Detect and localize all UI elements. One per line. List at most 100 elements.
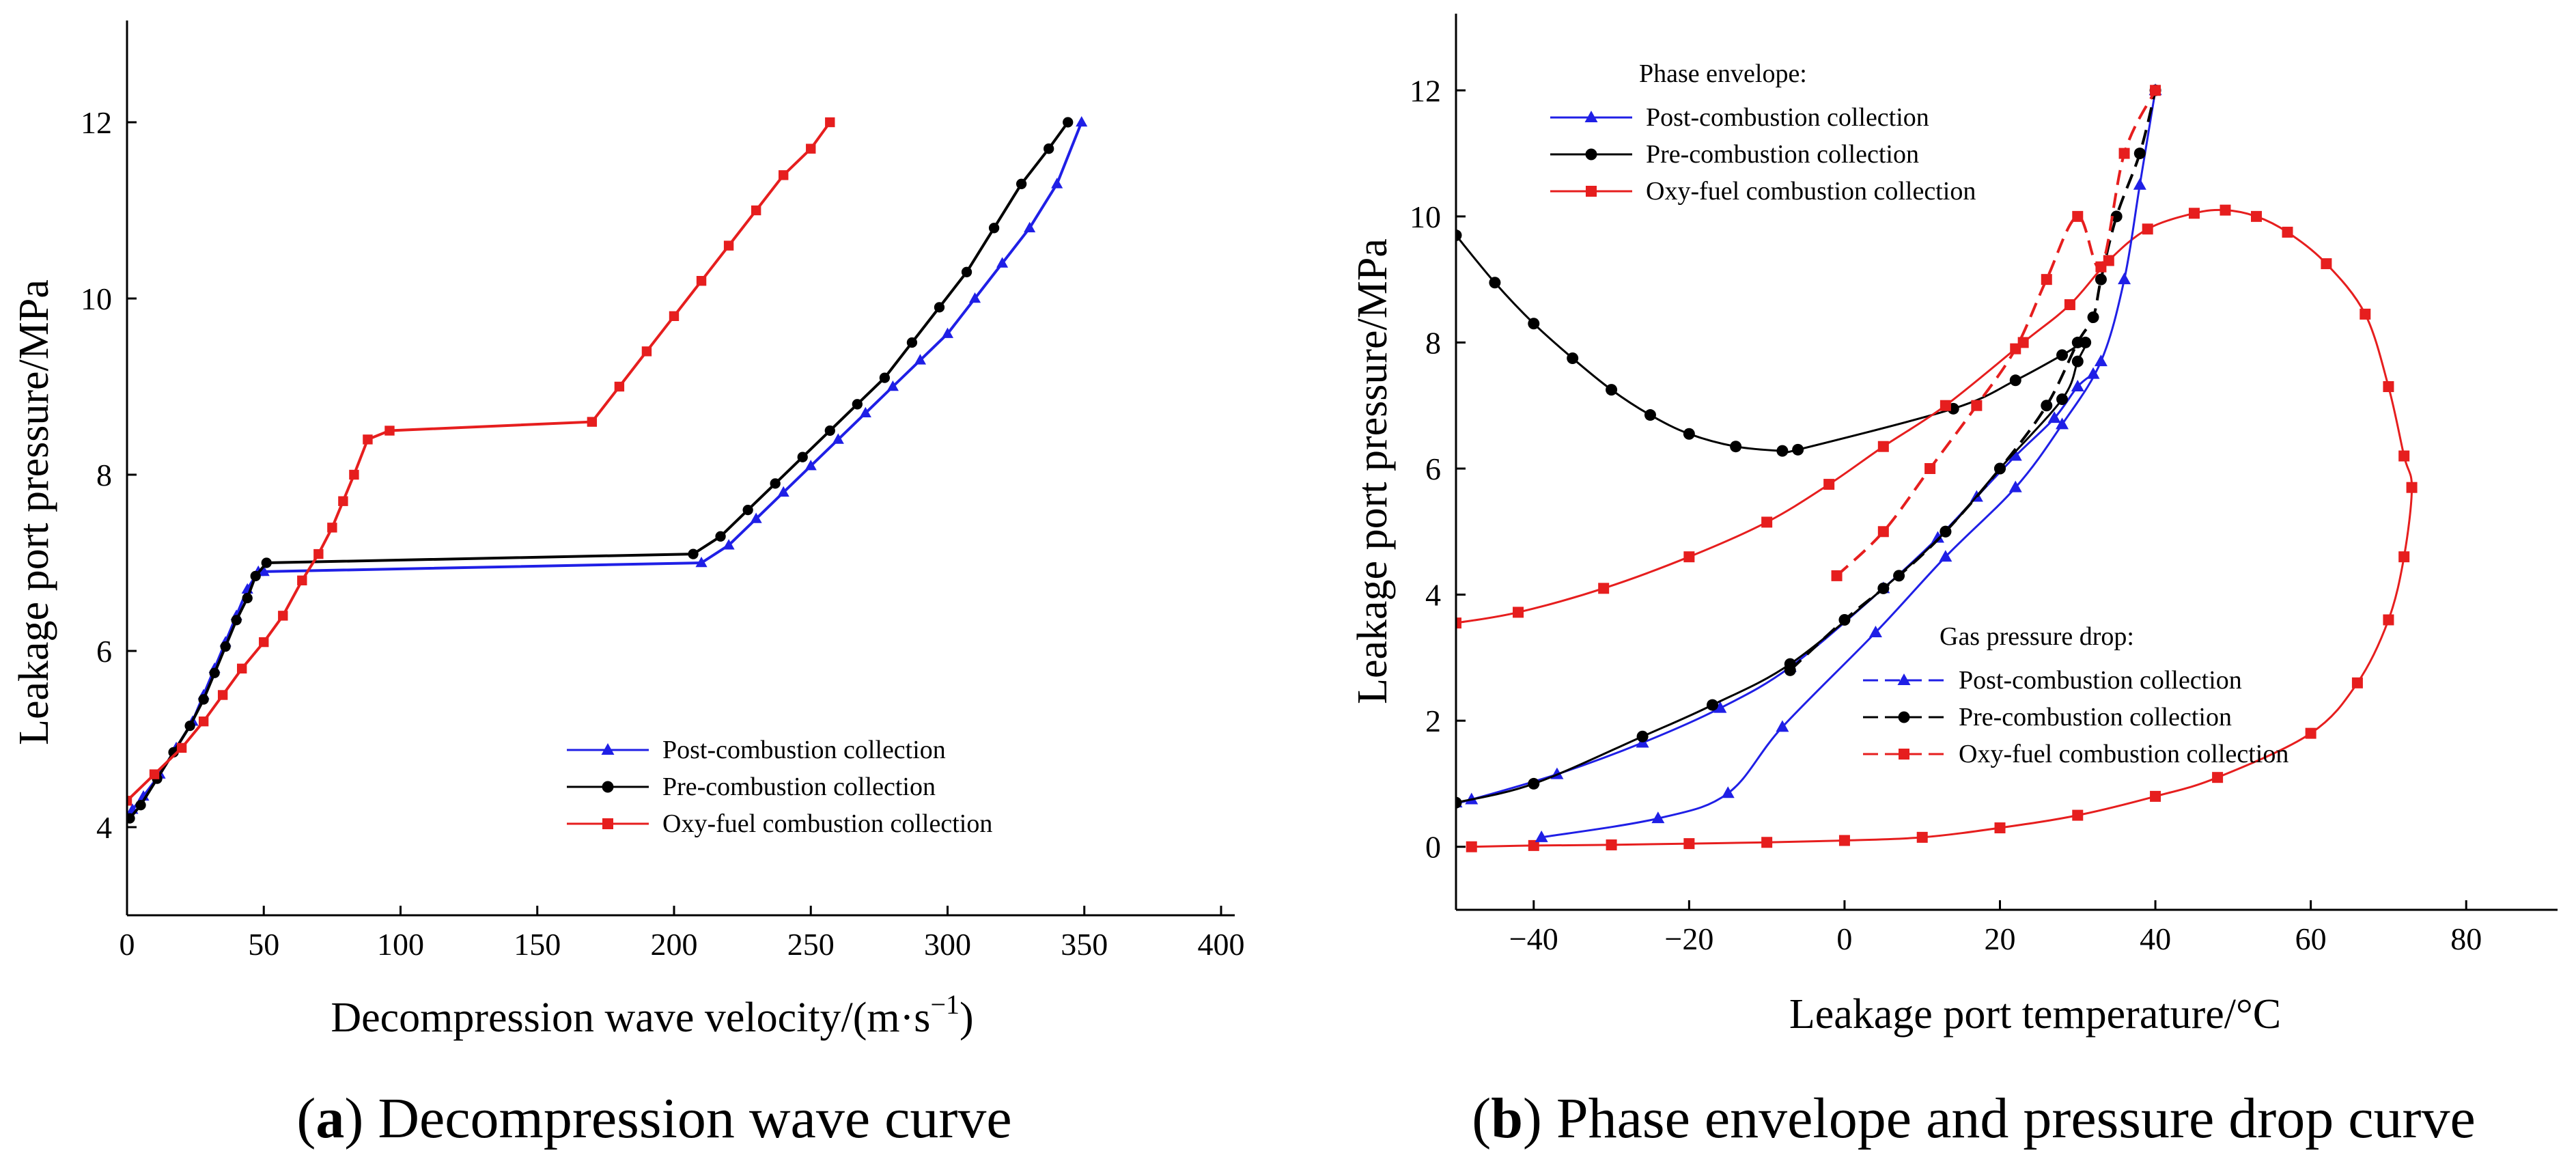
panel-a-line-1 [128, 121, 1069, 820]
panel-b-phase-point-2-7 [1940, 400, 1951, 411]
panel-a-point-0-11 [257, 565, 270, 576]
panel-b-phase-point-2-17 [2360, 308, 2371, 320]
panel-b-phase-point-2-12 [2188, 208, 2200, 219]
panel-a-xtick-label-0: 0 [120, 927, 135, 962]
panel-b-gas-point-0-2 [1721, 786, 1735, 798]
panel-b-gas-point-1-4 [1994, 462, 2006, 475]
panel-a-markers-1 [127, 117, 1074, 824]
panel-b-phase-point-2-22 [2383, 614, 2394, 626]
panel-a-ytick-label-1: 6 [96, 634, 112, 669]
panel-b-phase-point-2-30 [1838, 835, 1850, 846]
panel-b-phase-point-1-22 [1528, 777, 1540, 790]
panel-a-point-1-7 [220, 641, 231, 652]
panel-a-point-1-15 [770, 478, 781, 489]
panel-b-ytick-label-0: 0 [1425, 830, 1441, 865]
panel-b-phase-point-1-7 [1730, 441, 1742, 453]
panel-b-phase-markers-2 [1456, 204, 2418, 852]
panel-a-xtick-label-6: 300 [924, 927, 971, 962]
panel-b-gas-point-1-2 [1893, 570, 1905, 582]
panel-b-gas-point-0-1 [1651, 811, 1665, 824]
panel-a-point-1-24 [1016, 178, 1027, 189]
panel-a-point-1-4 [184, 721, 195, 732]
panel-a-point-2-3 [198, 717, 209, 727]
panel-b-phase-legend-marker-2 [1586, 186, 1597, 197]
panel-b-phase-point-1-1 [1489, 277, 1501, 289]
panel-b-phase-point-2-2 [1598, 583, 1610, 594]
panel-b-gas-point-2-0 [1831, 570, 1843, 581]
panel-a-point-2-0 [127, 796, 132, 806]
panel-b-gas-legend-label-0: Post-combustion collection [1959, 666, 2242, 695]
panel-b-gas-markers-2 [1831, 85, 2161, 581]
panel-b-phase-point-1-21 [1636, 730, 1649, 742]
panel-b-ytick-label-3: 6 [1425, 451, 1441, 486]
panel-b-gas-point-2-4 [2010, 343, 2021, 354]
panel-a-point-0-21 [941, 327, 954, 338]
panel-b-gas-point-0-8 [2094, 354, 2108, 367]
panel-b-gas-line-1 [1789, 89, 2157, 671]
panel-a-point-1-23 [988, 223, 1000, 234]
panel-a-point-2-1 [149, 769, 160, 779]
panel-a-ytick-label-3: 10 [81, 281, 112, 316]
panel-a-point-2-18 [669, 311, 680, 321]
panel-b-legend-gas-title: Gas pressure drop: [1940, 622, 2134, 651]
panel-a-point-2-17 [641, 346, 652, 357]
panel-b-phase-point-2-9 [2064, 299, 2075, 311]
panel-b-phase-point-1-12 [2056, 349, 2069, 361]
panel-b-phase-legend-label-2: Oxy-fuel combustion collection [1646, 177, 1976, 206]
panel-b-gas-point-0-4 [1868, 625, 1882, 637]
panel-b-phase-point-2-20 [2406, 482, 2418, 493]
panel-b-legend-phase-title: Phase envelope: [1639, 59, 1807, 88]
panel-a-point-2-19 [696, 276, 707, 286]
panel-b-gas-line-0 [1541, 90, 2157, 839]
panel-b-gas-point-2-8 [2118, 148, 2130, 159]
panel-a-point-1-10 [250, 570, 261, 581]
panel-a-legend: Post-combustion collection Pre-combustion… [567, 736, 992, 838]
panel-b-phase-point-2-25 [2212, 772, 2224, 783]
panel-a-point-1-26 [1063, 117, 1074, 128]
panel-b-xtick-label-1: −20 [1664, 921, 1713, 956]
panel-a-legend-label-1: Pre-combustion collection [662, 773, 936, 801]
panel-a-point-2-9 [313, 548, 324, 559]
panel-a-point-1-8 [231, 615, 242, 626]
panel-a-point-2-16 [614, 381, 625, 392]
panel-b-phase-line-0 [1456, 373, 2094, 804]
panel-a-point-1-9 [242, 592, 253, 604]
panel-a-axes: 0 50 100 150 200 250 300 350 400 4 6 8 10 12 [81, 20, 1245, 962]
panel-b-phase-point-2-35 [1466, 841, 1477, 852]
panel-b-phase-point-1-2 [1528, 318, 1540, 330]
panel-b-ytick-label-4: 8 [1425, 325, 1441, 360]
panel-a-xtick-label-3: 150 [514, 927, 561, 962]
panel-a-point-0-18 [859, 406, 871, 417]
panel-b-gas-point-2-3 [1971, 400, 1983, 411]
panel-a-point-1-21 [934, 302, 945, 313]
panel-a-point-1-5 [198, 694, 209, 705]
panel-a-point-1-12 [688, 548, 699, 559]
panel-b-phase-point-1-20 [1706, 699, 1718, 711]
panel-b-gas-point-1-7 [2087, 311, 2099, 324]
panel-b-gas-point-1-8 [2095, 273, 2107, 286]
panel-b-phase-point-2-14 [2250, 210, 2262, 222]
panel-a-point-1-19 [879, 372, 891, 383]
panel-b-phase-point-2-32 [1683, 838, 1695, 850]
panel-a-point-2-5 [237, 663, 247, 673]
panel-b-phase-legend-label-1: Pre-combustion collection [1646, 140, 1919, 169]
panel-a-point-0-25 [1051, 178, 1063, 189]
panel-a-point-0-20 [914, 354, 926, 365]
panel-b-phase-point-2-29 [1916, 831, 1928, 843]
panel-b-xtick-label-2: 0 [1836, 921, 1852, 956]
panel-a-point-2-13 [363, 434, 373, 445]
panel-a-point-0-19 [886, 380, 899, 391]
panel-b-gas-point-1-9 [2110, 210, 2123, 223]
panel-a-point-2-11 [338, 496, 348, 506]
panel-a-xtick-label-7: 350 [1061, 927, 1108, 962]
panel-a-point-2-20 [723, 240, 734, 251]
panel-a-point-0-23 [996, 257, 1009, 268]
panel-b-phase-point-2-1 [1513, 607, 1524, 618]
panel-a-point-1-17 [824, 425, 835, 436]
panel-a-point-1-14 [742, 504, 753, 516]
panel-a-point-0-22 [969, 292, 981, 303]
panel-b-xtick-label-3: 20 [1985, 921, 2016, 956]
panel-a-ytick-label-0: 4 [96, 810, 112, 845]
panel-b-gas-point-1-5 [2041, 400, 2053, 412]
panel-a-legend-marker-0 [601, 743, 615, 755]
